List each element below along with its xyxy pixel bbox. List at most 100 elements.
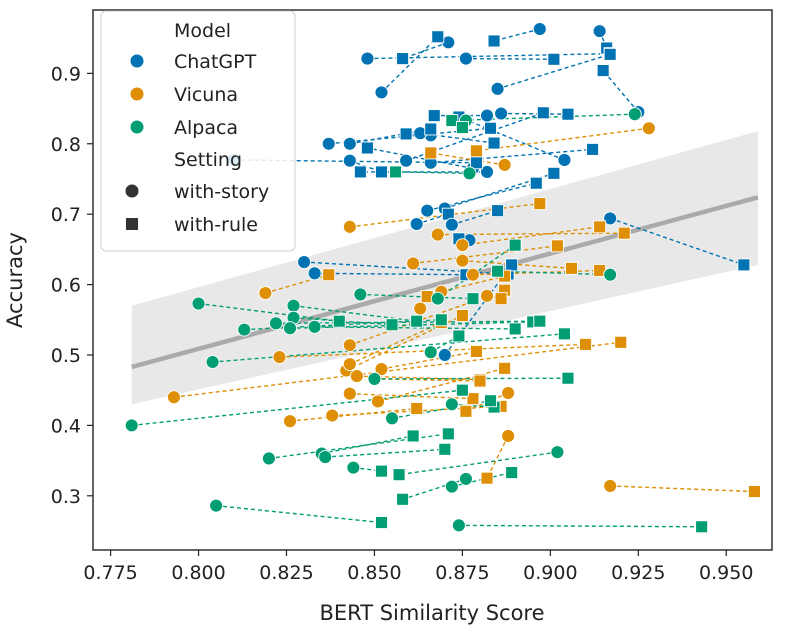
vicuna-pair-line xyxy=(413,245,558,265)
alpaca-story-point xyxy=(451,518,466,533)
chatgpt-pair-line xyxy=(314,272,466,276)
chatgpt-pair-line xyxy=(367,52,611,60)
chatgpt-story-point xyxy=(437,348,452,362)
chatgpt-rule-point xyxy=(487,136,501,150)
vicuna-pair-line xyxy=(462,259,572,270)
chatgpt-rule-point xyxy=(561,107,575,121)
alpaca-story-point xyxy=(444,479,459,494)
vicuna-story-point xyxy=(166,390,181,405)
alpaca-rule-point xyxy=(466,292,480,306)
alpaca-rule-point xyxy=(505,466,519,480)
alpaca-rule-point xyxy=(375,516,388,529)
y-ticks: 0.3 0.4 0.5 0.6 0.7 0.8 0.9 xyxy=(51,63,93,508)
alpaca-pair-line xyxy=(216,504,382,524)
alpaca-rule-point xyxy=(410,314,424,328)
alpaca-rule-point xyxy=(332,314,346,328)
chatgpt-rule-point xyxy=(505,258,519,272)
chatgpt-rule-point xyxy=(484,121,497,135)
alpaca-pair-line xyxy=(198,302,340,322)
legend-vicuna-marker xyxy=(130,87,144,101)
chatgpt-story-point xyxy=(342,153,357,168)
x-ticks: 0.775 0.800 0.825 0.850 0.875 0.900 0.925 0.950 xyxy=(83,550,753,584)
alpaca-story-point xyxy=(261,451,276,466)
alpaca-story-point xyxy=(423,345,438,360)
vicuna-story-point xyxy=(466,267,480,282)
y-tick-label: 0.8 xyxy=(51,134,81,156)
alpaca-story-point xyxy=(346,460,361,475)
alpaca-pair-line xyxy=(314,326,516,330)
legend-alpaca-label: Alpaca xyxy=(174,117,238,139)
vicuna-rule-point xyxy=(533,197,547,211)
chatgpt-rule-point xyxy=(529,176,543,190)
vicuna-story-point xyxy=(342,386,357,401)
vicuna-story-point xyxy=(374,362,389,377)
legend-alpaca-marker xyxy=(130,120,144,134)
plot-frame xyxy=(92,9,773,551)
vicuna-story-point xyxy=(283,414,297,429)
vicuna-pair-line xyxy=(349,321,442,365)
vicuna-rule-point xyxy=(617,226,631,240)
chatgpt-rule-point xyxy=(470,156,483,170)
vicuna-rule-point xyxy=(322,268,336,282)
vicuna-rule-point xyxy=(550,239,564,253)
alpaca-story-point xyxy=(283,321,297,336)
alpaca-story-point xyxy=(603,267,618,282)
y-tick-label: 0.5 xyxy=(51,345,81,367)
legend-model-title: Model xyxy=(174,20,231,42)
chatgpt-story-point xyxy=(490,81,505,96)
chatgpt-pair-line xyxy=(602,70,639,113)
chatgpt-rule-point xyxy=(547,52,561,66)
legend-rule-marker xyxy=(126,218,138,230)
vicuna-story-point xyxy=(430,227,445,242)
chatgpt-story-point xyxy=(307,266,322,281)
vicuna-story-point xyxy=(603,478,618,493)
y-tick-label: 0.6 xyxy=(51,275,81,297)
chatgpt-pair-line xyxy=(430,148,593,164)
chatgpt-rule-point xyxy=(547,166,561,180)
chatgpt-rule-point xyxy=(603,47,617,61)
alpaca-rule-point xyxy=(484,394,497,408)
chatgpt-story-point xyxy=(360,51,375,66)
chatgpt-rule-point xyxy=(399,127,413,141)
vicuna-rule-point xyxy=(480,471,494,485)
vicuna-pair-line xyxy=(462,226,600,246)
chatgpt-story-point xyxy=(374,85,389,100)
chatgpt-story-point xyxy=(532,22,547,36)
legend-setting-title: Setting xyxy=(174,149,242,171)
chatgpt-story-point xyxy=(494,106,509,121)
chatgpt-pair-line xyxy=(451,209,498,226)
chatgpt-rule-point xyxy=(737,258,751,272)
chatgpt-story-point xyxy=(444,217,459,232)
vicuna-rule-point xyxy=(470,144,483,158)
y-tick-label: 0.9 xyxy=(51,63,81,85)
alpaca-pair-line xyxy=(395,171,470,175)
alpaca-rule-point xyxy=(396,492,410,506)
chatgpt-rule-point xyxy=(586,142,600,156)
chatgpt-rule-point xyxy=(536,106,550,120)
alpaca-story-point xyxy=(458,471,473,486)
alpaca-rule-point xyxy=(438,442,452,456)
x-tick-label: 0.800 xyxy=(171,562,225,584)
vicuna-story-point xyxy=(480,288,494,303)
chatgpt-story-point xyxy=(297,255,312,269)
vicuna-story-point xyxy=(413,301,428,316)
chatgpt-story-point xyxy=(420,203,435,218)
confidence-band-layer xyxy=(131,131,758,405)
alpaca-story-point xyxy=(307,319,322,334)
alpaca-story-point xyxy=(444,397,459,412)
x-tick-label: 0.775 xyxy=(83,562,137,584)
alpaca-rule-point xyxy=(434,313,448,327)
alpaca-story-point xyxy=(124,418,139,433)
alpaca-story-point xyxy=(367,371,382,386)
vicuna-story-point xyxy=(371,394,385,409)
chatgpt-story-point xyxy=(603,211,618,226)
x-tick-label: 0.825 xyxy=(259,562,313,584)
vicuna-story-point xyxy=(501,386,516,400)
vicuna-rule-point xyxy=(747,485,761,499)
x-tick-label: 0.900 xyxy=(523,562,577,584)
vicuna-pair-line xyxy=(476,127,649,152)
alpaca-pair-line xyxy=(391,400,491,420)
x-axis-title: BERT Similarity Score xyxy=(319,601,544,625)
regression-layer xyxy=(131,195,759,370)
vicuna-rule-point xyxy=(455,309,469,323)
